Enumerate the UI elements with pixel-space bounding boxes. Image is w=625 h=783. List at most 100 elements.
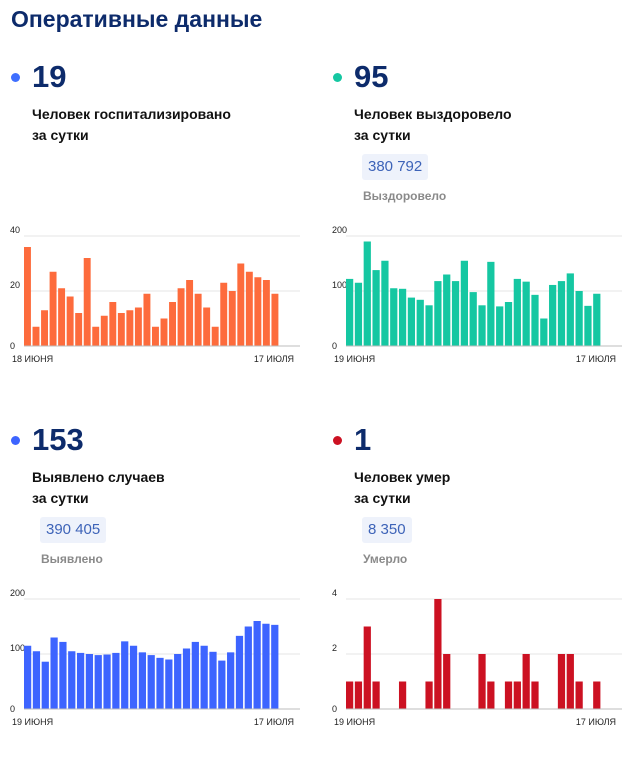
- bar: [235, 635, 244, 709]
- bar: [425, 681, 433, 709]
- bar: [372, 681, 380, 709]
- y-tick-label: 0: [332, 341, 337, 351]
- bar: [186, 280, 194, 346]
- bar: [584, 305, 592, 346]
- bar: [434, 281, 442, 346]
- died-chart: 0 2 4 19 ИЮНЯ 17 ИЮЛЯ: [332, 588, 622, 727]
- series-dot-icon: [11, 436, 20, 445]
- bar: [593, 293, 601, 346]
- bar: [253, 621, 261, 709]
- x-tick-label-end: 17 ИЮЛЯ: [254, 717, 294, 727]
- died-total: 8 350: [362, 517, 412, 543]
- bar: [478, 305, 486, 346]
- detected-chart: 0 100 200 19 ИЮНЯ 17 ИЮЛЯ: [10, 588, 300, 727]
- bar: [134, 307, 142, 346]
- bar: [32, 651, 41, 709]
- bar: [85, 654, 94, 709]
- bar: [121, 641, 129, 709]
- bar: [245, 271, 253, 346]
- bar: [557, 281, 566, 346]
- bar: [156, 657, 164, 709]
- bar: [575, 681, 583, 709]
- bar: [363, 241, 371, 346]
- bar: [531, 681, 539, 709]
- bar: [575, 291, 583, 346]
- bar: [147, 655, 155, 709]
- bar: [346, 681, 354, 709]
- label-line-2: за сутки: [32, 490, 89, 506]
- bar: [496, 306, 504, 346]
- card-died: 1 Человек умер за сутки 8 350 Умерло 0 2 4…: [332, 423, 625, 783]
- bar: [566, 654, 574, 709]
- bar: [381, 260, 389, 346]
- bar: [41, 310, 48, 346]
- bar: [83, 258, 91, 346]
- bar: [174, 654, 182, 709]
- recovered-label: Человек выздоровело за сутки: [354, 104, 614, 146]
- series-dot-icon: [333, 73, 342, 82]
- bar: [182, 648, 191, 709]
- bar: [227, 652, 235, 709]
- y-tick-label: 0: [332, 704, 337, 714]
- bar: [41, 661, 49, 709]
- bar: [203, 307, 211, 346]
- bar: [92, 326, 100, 346]
- bar: [24, 645, 32, 709]
- bar: [138, 652, 146, 709]
- bar: [398, 681, 407, 709]
- y-tick-label: 0: [10, 704, 15, 714]
- y-tick-label: 2: [332, 643, 337, 653]
- bar: [262, 623, 270, 709]
- label-line-2: за сутки: [354, 127, 411, 143]
- bar: [177, 288, 185, 346]
- bar: [76, 652, 85, 709]
- label-line-1: Выявлено случаев: [32, 469, 165, 485]
- bar: [32, 326, 40, 346]
- bar: [487, 681, 495, 709]
- bar: [354, 681, 363, 709]
- bar: [209, 651, 217, 709]
- series-dot-icon: [11, 73, 20, 82]
- bar: [160, 318, 168, 346]
- bar: [271, 293, 279, 346]
- bar: [103, 654, 111, 709]
- died-total-caption: Умерло: [363, 552, 408, 566]
- bar: [390, 288, 398, 346]
- y-tick-label: 100: [332, 280, 347, 290]
- bar: [152, 326, 159, 346]
- bar: [407, 297, 416, 346]
- label-line-1: Человек выздоровело: [354, 106, 512, 122]
- bar: [49, 271, 57, 346]
- bar: [100, 315, 108, 346]
- x-tick-label-start: 19 ИЮНЯ: [334, 717, 375, 727]
- x-tick-label-end: 17 ИЮЛЯ: [254, 354, 294, 364]
- bar: [244, 626, 252, 709]
- recovered-value: 95: [354, 59, 389, 94]
- bar: [451, 281, 460, 346]
- bar: [117, 313, 125, 346]
- bar: [66, 296, 74, 346]
- died-value: 1: [354, 422, 372, 457]
- hospitalized-label: Человек госпитализировано за сутки: [32, 104, 292, 146]
- died-label: Человек умер за сутки: [354, 467, 614, 509]
- bar: [566, 273, 574, 346]
- bar: [218, 660, 226, 709]
- bar: [50, 637, 58, 709]
- bar: [557, 654, 566, 709]
- card-detected: 153 Выявлено случаев за сутки 390 405 Вы…: [10, 423, 310, 783]
- metric-row: 19: [10, 60, 290, 94]
- y-tick-label: 200: [332, 225, 347, 235]
- bar: [254, 277, 262, 346]
- bar: [504, 681, 513, 709]
- bar: [169, 302, 176, 346]
- x-tick-label-start: 18 ИЮНЯ: [12, 354, 53, 364]
- label-line-2: за сутки: [32, 127, 89, 143]
- y-tick-label: 20: [10, 280, 20, 290]
- bar: [220, 282, 228, 346]
- bar: [513, 681, 521, 709]
- x-tick-label-start: 19 ИЮНЯ: [334, 354, 375, 364]
- bar: [200, 645, 208, 709]
- bar: [425, 305, 433, 346]
- y-tick-label: 200: [10, 588, 25, 598]
- bar: [363, 626, 371, 709]
